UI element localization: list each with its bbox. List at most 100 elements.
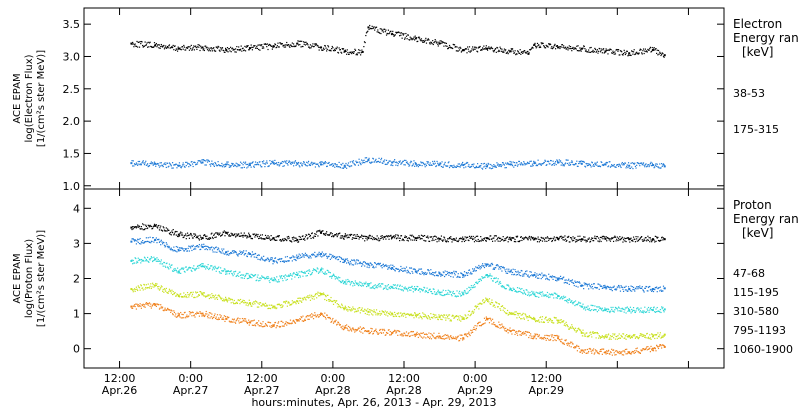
- data-speckle: [656, 165, 658, 167]
- data-speckle: [241, 47, 244, 50]
- data-speckle: [580, 160, 582, 162]
- data-speckle: [221, 234, 223, 236]
- data-speckle: [291, 300, 293, 302]
- data-speckle: [443, 275, 446, 278]
- data-speckle: [582, 303, 584, 305]
- data-speckle: [398, 288, 400, 290]
- data-speckle: [460, 164, 462, 166]
- data-speckle: [364, 283, 366, 285]
- data-speckle: [191, 270, 193, 272]
- data-speckle: [241, 162, 243, 164]
- data-speckle: [551, 294, 554, 296]
- data-speckle: [290, 163, 292, 165]
- data-speckle: [627, 290, 629, 292]
- data-speckle: [143, 162, 145, 164]
- data-point: [628, 52, 631, 55]
- data-speckle: [160, 287, 162, 289]
- data-speckle: [470, 166, 472, 168]
- data-speckle: [274, 279, 277, 281]
- data-speckle: [168, 290, 170, 293]
- data-speckle: [133, 226, 136, 229]
- data-speckle: [639, 310, 642, 312]
- data-speckle: [213, 266, 215, 268]
- data-speckle: [240, 45, 242, 47]
- data-speckle: [629, 167, 632, 170]
- data-speckle: [182, 162, 184, 164]
- data-speckle: [277, 281, 279, 283]
- data-speckle: [597, 283, 599, 285]
- data-speckle: [291, 162, 293, 164]
- data-speckle: [133, 288, 136, 290]
- data-speckle: [564, 47, 566, 49]
- data-speckle: [276, 239, 278, 241]
- data-point: [438, 237, 441, 240]
- data-speckle: [606, 308, 608, 311]
- data-speckle: [170, 231, 172, 234]
- data-speckle: [608, 310, 610, 313]
- data-speckle: [523, 318, 525, 320]
- data-speckle: [624, 53, 627, 56]
- data-speckle: [312, 236, 314, 239]
- data-speckle: [150, 225, 152, 228]
- data-speckle: [490, 168, 492, 170]
- data-speckle: [364, 265, 366, 267]
- data-speckle: [287, 44, 289, 46]
- data-speckle: [448, 238, 450, 240]
- data-speckle: [361, 283, 363, 285]
- data-speckle: [170, 264, 172, 266]
- data-speckle: [543, 161, 545, 163]
- data-speckle: [574, 47, 576, 49]
- data-speckle: [548, 238, 550, 240]
- data-speckle: [512, 268, 514, 270]
- data-speckle: [143, 241, 146, 243]
- data-speckle: [294, 237, 296, 239]
- data-speckle: [252, 253, 254, 255]
- data-speckle: [465, 237, 467, 239]
- data-speckle: [513, 52, 515, 54]
- data-speckle: [521, 288, 523, 290]
- data-speckle: [444, 270, 446, 272]
- data-speckle: [319, 46, 321, 49]
- data-speckle: [559, 235, 562, 238]
- data-speckle: [530, 239, 532, 241]
- data-speckle: [249, 47, 252, 50]
- data-speckle: [513, 312, 515, 314]
- data-speckle: [382, 283, 384, 285]
- data-speckle: [150, 257, 152, 260]
- data-speckle: [171, 231, 174, 234]
- data-speckle: [191, 267, 194, 269]
- data-speckle: [326, 273, 328, 275]
- data-speckle: [254, 274, 257, 276]
- data-speckle: [434, 162, 436, 164]
- data-speckle: [195, 291, 197, 293]
- data-speckle: [206, 238, 209, 240]
- data-speckle: [531, 47, 533, 49]
- data-speckle: [198, 264, 200, 266]
- data-speckle: [657, 54, 659, 56]
- data-speckle: [198, 160, 200, 162]
- data-speckle: [163, 48, 166, 50]
- data-speckle: [146, 240, 148, 243]
- data-speckle: [574, 163, 576, 166]
- data-speckle: [172, 44, 174, 47]
- data-speckle: [288, 275, 290, 278]
- data-speckle: [652, 307, 655, 309]
- data-speckle: [661, 236, 663, 238]
- data-point: [177, 164, 180, 167]
- data-speckle: [541, 163, 544, 165]
- data-speckle: [306, 238, 308, 240]
- data-speckle: [210, 233, 212, 235]
- data-speckle: [389, 160, 391, 162]
- data-speckle: [401, 37, 403, 39]
- data-speckle: [497, 50, 499, 53]
- data-speckle: [496, 281, 498, 283]
- data-speckle: [273, 277, 275, 279]
- data-speckle: [208, 268, 210, 271]
- data-speckle: [553, 164, 555, 166]
- data-speckle: [347, 234, 349, 236]
- data-speckle: [349, 281, 351, 283]
- data-speckle: [648, 49, 650, 51]
- data-speckle: [473, 46, 476, 48]
- data-speckle: [489, 235, 491, 237]
- data-speckle: [198, 243, 200, 246]
